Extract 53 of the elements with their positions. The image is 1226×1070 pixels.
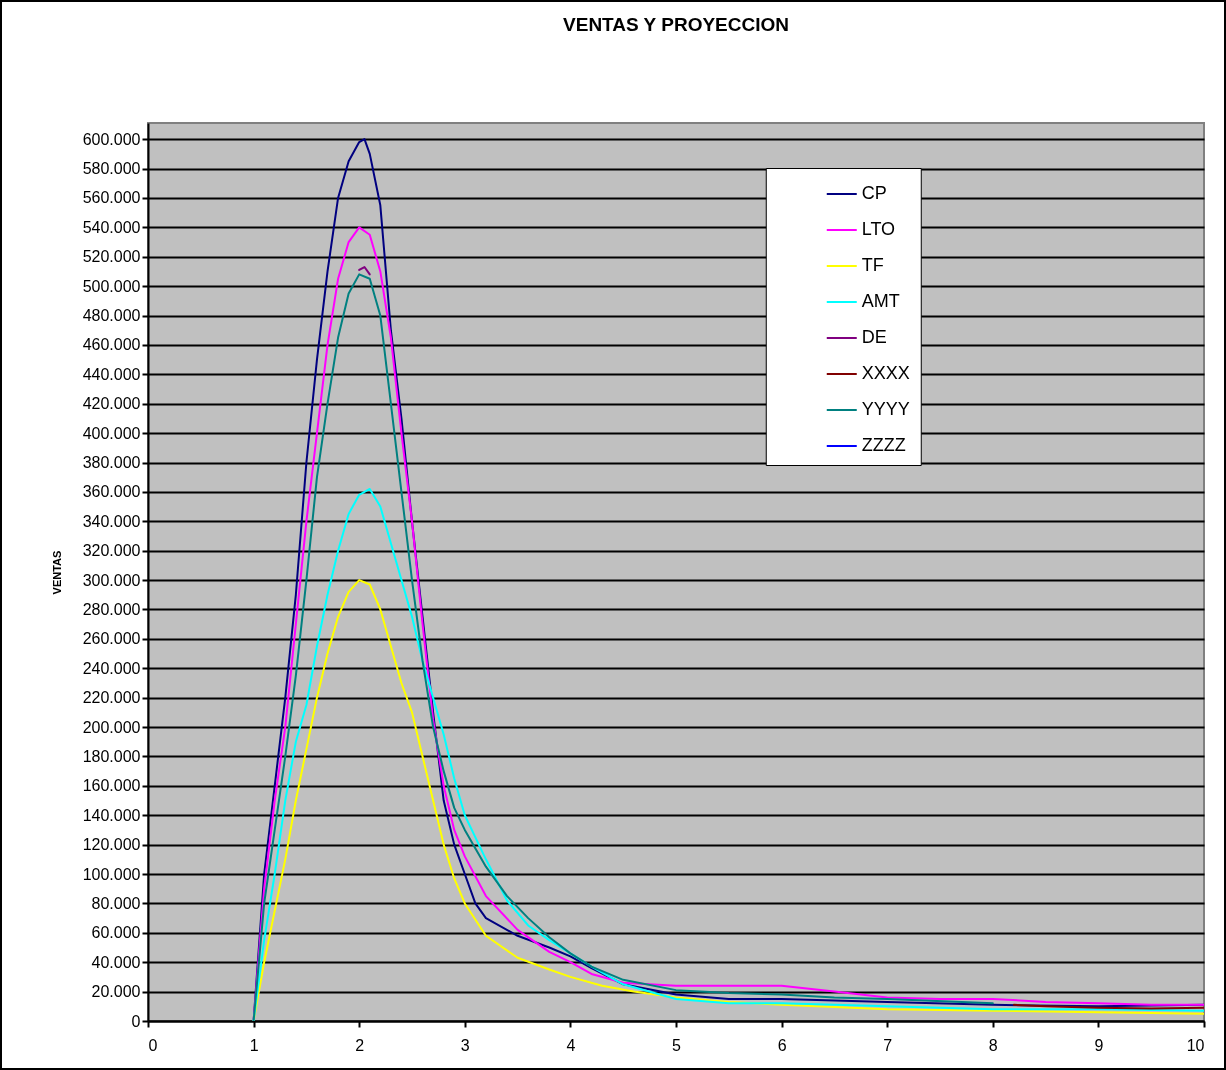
x-tick-label: 10	[1186, 1036, 1205, 1054]
y-tick-label: 460.000	[82, 336, 141, 354]
y-tick-label: 140.000	[82, 806, 141, 824]
x-tick-label: 0	[148, 1036, 158, 1054]
y-tick-label: 60.000	[91, 924, 141, 942]
x-tick-label: 3	[460, 1036, 470, 1054]
y-tick-label: 600.000	[82, 130, 141, 148]
x-tick-label: 8	[988, 1036, 998, 1054]
y-tick-label: 300.000	[82, 571, 141, 589]
y-tick-label: 580.000	[82, 160, 141, 178]
legend-label: AMT	[861, 291, 900, 311]
y-tick-label: 280.000	[82, 600, 141, 618]
legend-label: LTO	[861, 219, 896, 239]
y-tick-label: 400.000	[82, 424, 141, 442]
y-tick-label: 520.000	[82, 248, 141, 266]
y-tick-label: 120.000	[82, 836, 141, 854]
y-tick-label: 0	[131, 1012, 141, 1030]
y-tick-label: 40.000	[91, 953, 141, 971]
chart-title: VENTAS Y PROYECCION	[563, 14, 789, 35]
legend-label: YYYY	[861, 399, 910, 419]
x-tick-label: 6	[777, 1036, 787, 1054]
y-tick-label: 200.000	[82, 718, 141, 736]
y-tick-label: 180.000	[82, 747, 141, 765]
legend-label: DE	[861, 327, 887, 347]
y-tick-label: 220.000	[82, 689, 141, 707]
y-tick-label: 380.000	[82, 454, 141, 472]
y-tick-label: 160.000	[82, 777, 141, 795]
y-tick-label: 420.000	[82, 395, 141, 413]
y-tick-label: 340.000	[82, 512, 141, 530]
legend-label: CP	[861, 183, 887, 203]
x-tick-label: 5	[672, 1036, 682, 1054]
y-tick-label: 480.000	[82, 307, 141, 325]
y-tick-label: 20.000	[91, 983, 141, 1001]
y-tick-label: 320.000	[82, 542, 141, 560]
y-tick-label: 100.000	[82, 865, 141, 883]
x-tick-label: 2	[355, 1036, 365, 1054]
y-tick-label: 440.000	[82, 365, 141, 383]
x-tick-label: 9	[1094, 1036, 1104, 1054]
y-tick-label: 240.000	[82, 659, 141, 677]
line-series	[252, 273, 994, 1021]
x-tick-label: 4	[566, 1036, 576, 1054]
y-tick-label: 360.000	[82, 483, 141, 501]
y-tick-label: 80.000	[91, 894, 141, 912]
legend-label: ZZZZ	[861, 435, 906, 455]
y-tick-label: 260.000	[82, 630, 141, 648]
y-tick-label: 560.000	[82, 189, 141, 207]
y-tick-label: 540.000	[82, 218, 141, 236]
x-tick-label: 7	[883, 1036, 893, 1054]
x-tick-label: 1	[249, 1036, 259, 1054]
legend-label: TF	[861, 255, 884, 275]
y-tick-label: 500.000	[82, 277, 141, 295]
y-axis-title: VENTAS	[50, 550, 63, 595]
legend-label: XXXX	[861, 363, 910, 383]
